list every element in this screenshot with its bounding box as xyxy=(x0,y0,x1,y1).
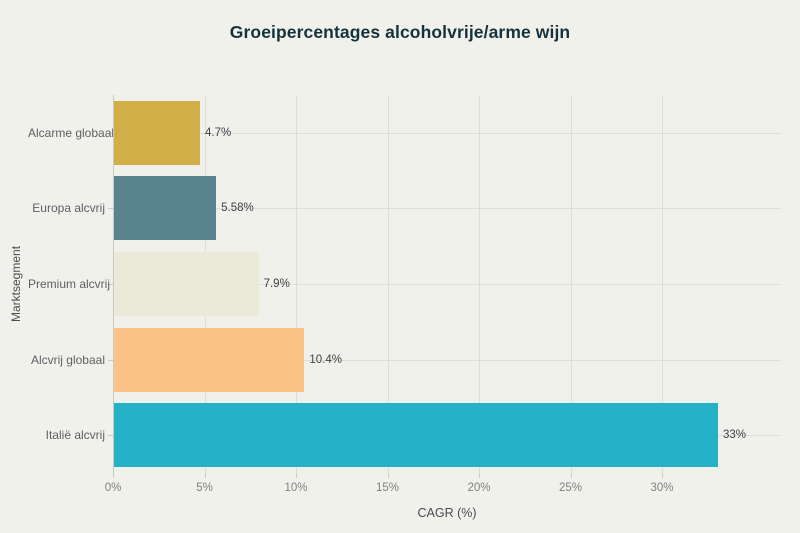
x-tick-mark xyxy=(113,473,114,478)
x-tick-mark xyxy=(662,473,664,478)
y-tick-mark xyxy=(108,208,113,210)
x-tick-mark xyxy=(570,473,572,478)
category-label-1: Alcarme globaal xyxy=(28,125,115,140)
x-tick-label: 20% xyxy=(467,482,491,494)
bar-1 xyxy=(114,100,201,165)
y-tick-mark xyxy=(108,359,113,361)
bar-value-label-4: 10.4% xyxy=(309,353,342,366)
x-tick-label: 0% xyxy=(104,482,122,494)
y-tick-mark xyxy=(108,132,113,134)
x-tick-mark xyxy=(296,473,297,478)
y-tick-mark xyxy=(108,284,113,285)
y-gridline xyxy=(113,359,781,361)
bar-4 xyxy=(114,327,305,392)
category-label-2: Europa alcvrij xyxy=(32,201,105,216)
x-axis-title: CAGR (%) xyxy=(417,506,477,520)
category-label-5: Italië alcvrij xyxy=(45,428,105,443)
chart-title: Groeipercentages alcoholvrije/arme wijn xyxy=(229,22,571,42)
y-gridline xyxy=(113,208,781,210)
y-axis-spine xyxy=(113,95,114,474)
category-label-3: Premium alcvrij xyxy=(28,277,111,291)
x-tick-mark xyxy=(387,473,389,478)
bar-value-label-5: 33% xyxy=(722,429,746,442)
category-label-4: Alcvrij globaal xyxy=(30,352,105,367)
bar-value-label-3: 7.9% xyxy=(263,278,290,290)
y-gridline xyxy=(113,284,781,285)
y-axis-title: Marktsegment xyxy=(9,245,23,323)
bar-2 xyxy=(114,176,217,241)
bar-3 xyxy=(114,252,259,316)
y-gridline xyxy=(113,132,781,134)
x-tick-label: 25% xyxy=(559,482,583,494)
x-tick-mark xyxy=(479,473,481,478)
y-tick-mark xyxy=(108,435,113,437)
x-tick-label: 10% xyxy=(284,482,308,494)
x-tick-label: 5% xyxy=(196,482,213,494)
x-tick-label: 15% xyxy=(376,482,400,494)
bar-5 xyxy=(114,403,718,468)
x-tick-mark xyxy=(204,473,206,478)
bar-value-label-2: 5.58% xyxy=(221,202,254,215)
bar-value-label-1: 4.7% xyxy=(205,126,232,139)
x-tick-label: 30% xyxy=(650,482,674,494)
